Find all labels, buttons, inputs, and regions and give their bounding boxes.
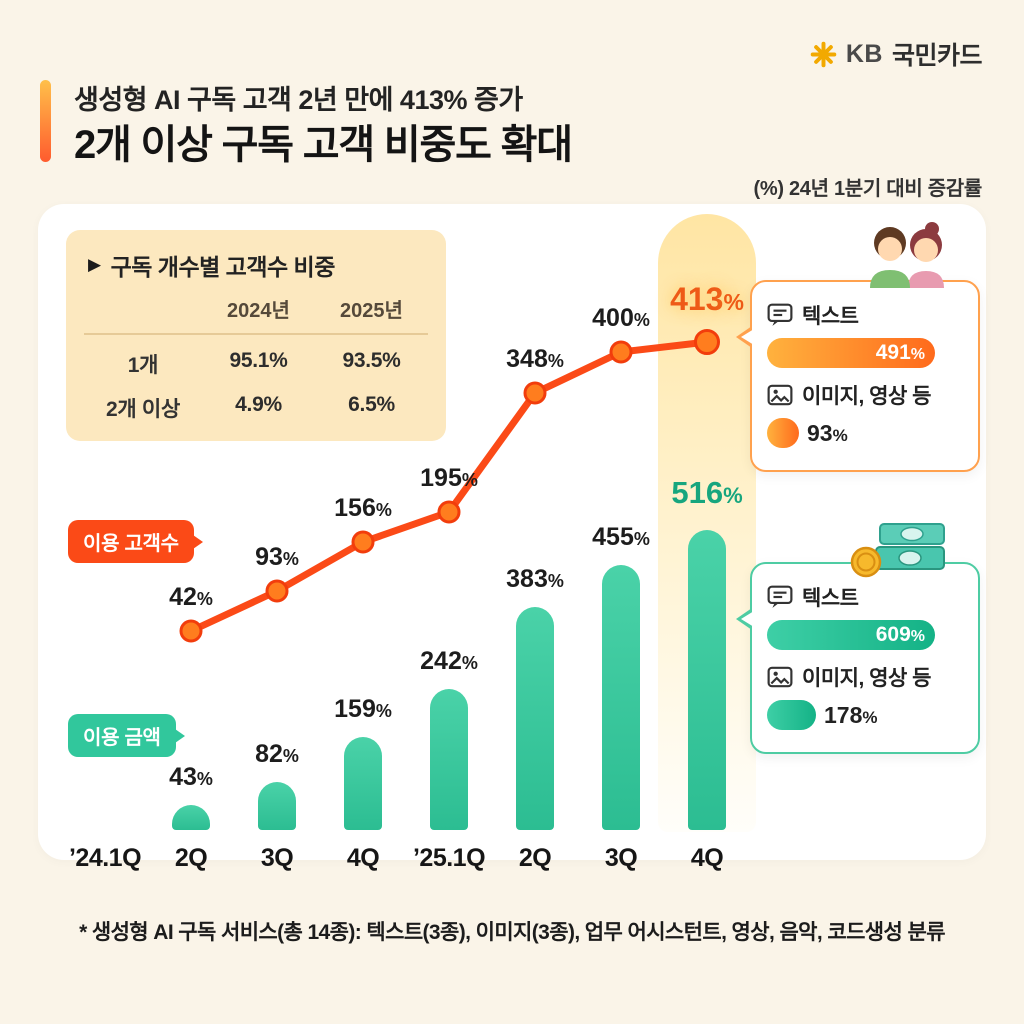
callout-amount: 텍스트 609% 609% 이미지 bbox=[736, 562, 980, 754]
table-col-header-2024: 2024년 bbox=[202, 294, 315, 335]
bar-7 bbox=[688, 530, 726, 830]
x-axis-label: 4Q bbox=[346, 844, 380, 872]
data-label: 156% bbox=[334, 494, 392, 522]
main-card: ▶ 구독 개수별 고객수 비중 2024년 2025년 1개 95.1% 93.… bbox=[38, 204, 986, 872]
line-point bbox=[523, 381, 547, 405]
data-label: 413% bbox=[670, 281, 744, 317]
play-arrow-icon: ▶ bbox=[88, 255, 101, 274]
callout-value-row: 491% 491% bbox=[767, 338, 963, 368]
data-label: 42% bbox=[169, 583, 213, 611]
table-col-header-empty bbox=[84, 294, 202, 335]
x-axis-label: 4Q bbox=[690, 844, 724, 872]
x-axis-label: 3Q bbox=[260, 844, 294, 872]
chart-area: ▶ 구독 개수별 고객수 비중 2024년 2025년 1개 95.1% 93.… bbox=[38, 204, 986, 872]
x-axis-label: 3Q bbox=[604, 844, 638, 872]
series-bubble-line: 이용 고객수 bbox=[68, 520, 194, 563]
money-icon bbox=[850, 520, 950, 583]
bar-3 bbox=[344, 737, 382, 830]
summary-table: ▶ 구독 개수별 고객수 비중 2024년 2025년 1개 95.1% 93.… bbox=[66, 230, 446, 441]
table-col-header-2025: 2025년 bbox=[315, 294, 428, 335]
data-label: 383% bbox=[506, 565, 564, 593]
bar-1 bbox=[172, 805, 210, 830]
value-pill: 609% bbox=[767, 620, 935, 650]
table-cell: 4.9% bbox=[235, 393, 282, 416]
footer-note: * 생성형 AI 구독 서비스(총 14종): 텍스트(3종), 이미지(3종)… bbox=[79, 921, 945, 944]
brand-kb-text: KB bbox=[845, 39, 883, 68]
callout-label-text: 이미지, 영상 등 bbox=[802, 385, 931, 408]
line-point bbox=[179, 619, 203, 643]
table-cell: 93.5% bbox=[342, 349, 401, 372]
data-label: 348% bbox=[506, 345, 564, 373]
bar-5 bbox=[516, 607, 554, 830]
text-bubble-icon bbox=[767, 303, 793, 327]
data-label: 82% bbox=[255, 740, 299, 768]
callout-item-label: 이미지, 영상 등 bbox=[767, 662, 963, 692]
value-pill: 93% bbox=[767, 418, 799, 448]
table-cell: 6.5% bbox=[348, 393, 395, 416]
x-axis-label: ’25.1Q bbox=[412, 844, 486, 872]
bar-6 bbox=[602, 565, 640, 830]
table-cell: 95.1% bbox=[229, 349, 288, 372]
x-axis-label: 2Q bbox=[518, 844, 552, 872]
callout-value-row: 609% 609% bbox=[767, 620, 963, 650]
data-label: 242% bbox=[420, 647, 478, 675]
page-title-line1: 생성형 AI 구독 고객 2년 만에 413% 증가 bbox=[74, 85, 523, 115]
table-title-text: 구독 개수별 고객수 비중 bbox=[110, 254, 336, 280]
x-axis-label: 2Q bbox=[174, 844, 208, 872]
value-pill: 491% bbox=[767, 338, 935, 368]
table-row-label: 1개 bbox=[127, 354, 159, 377]
callout-value-row: 178% 178% bbox=[767, 700, 963, 730]
people-icon bbox=[856, 216, 960, 293]
brand-logo: KB 국민카드 bbox=[810, 36, 983, 72]
data-label: 43% bbox=[169, 763, 213, 791]
bar-4 bbox=[430, 689, 468, 830]
chart-basis-note: (%) 24년 1분기 대비 증감률 bbox=[753, 178, 983, 200]
table-row-label: 2개 이상 bbox=[106, 398, 180, 421]
value-pill: 178% bbox=[767, 700, 816, 730]
callout-item-label: 이미지, 영상 등 bbox=[767, 380, 963, 410]
callout-customers: 텍스트 491% 491% 이미지 bbox=[736, 280, 980, 472]
bar-2 bbox=[258, 782, 296, 830]
data-label: 516% bbox=[671, 475, 743, 510]
data-label: 159% bbox=[334, 695, 392, 723]
data-label: 455% bbox=[592, 523, 650, 551]
data-label: 400% bbox=[592, 304, 650, 332]
callout-label-text: 이미지, 영상 등 bbox=[802, 667, 931, 690]
brand-name-text: 국민카드 bbox=[891, 42, 983, 70]
kb-star-icon bbox=[810, 41, 837, 68]
table-title: ▶ 구독 개수별 고객수 비중 bbox=[84, 248, 428, 282]
image-icon bbox=[767, 666, 793, 688]
data-label: 195% bbox=[420, 464, 478, 492]
x-axis-label: ’24.1Q bbox=[68, 844, 142, 872]
image-icon bbox=[767, 384, 793, 406]
table-grid: 2024년 2025년 1개 95.1% 93.5% 2개 이상 4.9% 6.… bbox=[84, 294, 428, 423]
data-label: 93% bbox=[255, 543, 299, 571]
callout-label-text: 텍스트 bbox=[802, 587, 859, 610]
line-point bbox=[351, 530, 375, 554]
line-point bbox=[609, 340, 633, 364]
callout-item-label: 텍스트 bbox=[767, 300, 963, 330]
line-point bbox=[437, 500, 461, 524]
title-accent-bar bbox=[40, 80, 51, 162]
callout-value-row: 93% 93% bbox=[767, 418, 963, 448]
series-bubble-bar: 이용 금액 bbox=[68, 714, 176, 757]
page-title-line2: 2개 이상 구독 고객 비중도 확대 bbox=[74, 123, 573, 167]
callout-item-label: 텍스트 bbox=[767, 582, 963, 612]
text-bubble-icon bbox=[767, 585, 793, 609]
line-point bbox=[265, 579, 289, 603]
callout-label-text: 텍스트 bbox=[802, 305, 859, 328]
